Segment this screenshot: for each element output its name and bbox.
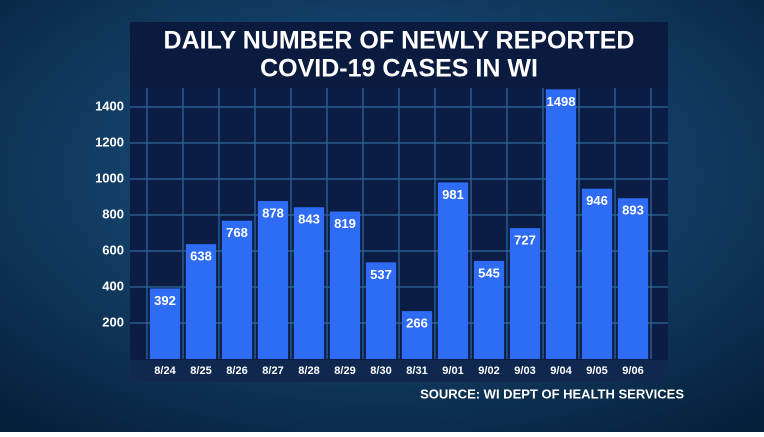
value-label: 638 — [190, 249, 212, 264]
x-tick-label: 9/04 — [550, 365, 572, 377]
x-tick-label: 8/27 — [262, 365, 283, 377]
value-label: 768 — [226, 225, 248, 240]
bar — [581, 188, 613, 359]
value-label: 545 — [478, 265, 500, 280]
bar — [257, 200, 289, 359]
title-box — [130, 22, 668, 88]
y-tick-label: 1200 — [95, 134, 124, 149]
bar — [293, 207, 325, 359]
x-tick-label: 8/25 — [190, 365, 211, 377]
value-label: 893 — [622, 203, 644, 218]
value-label: 819 — [334, 216, 356, 231]
x-tick-label: 8/29 — [334, 365, 355, 377]
value-label: 946 — [586, 193, 608, 208]
y-tick-label: 400 — [102, 278, 124, 293]
bar — [185, 244, 217, 359]
x-tick-label: 8/28 — [298, 365, 319, 377]
bar — [329, 211, 361, 359]
bar — [221, 220, 253, 359]
y-tick-label: 200 — [102, 314, 124, 329]
value-label: 392 — [154, 293, 176, 308]
value-label: 878 — [262, 205, 284, 220]
x-tick-label: 8/24 — [154, 365, 176, 377]
x-tick-label: 9/01 — [442, 365, 463, 377]
source: SOURCE: WI DEPT OF HEALTH SERVICES — [420, 386, 684, 401]
bar — [149, 288, 181, 359]
y-tick-label: 600 — [102, 242, 124, 257]
y-tick-label: 1000 — [95, 170, 124, 185]
chart-title: COVID-19 CASES IN WI — [260, 55, 538, 83]
bar — [509, 228, 541, 359]
bar — [437, 182, 469, 359]
x-tick-label: 9/03 — [514, 365, 535, 377]
bar — [401, 311, 433, 359]
x-tick-label: 8/26 — [226, 365, 247, 377]
value-label: 266 — [406, 316, 428, 331]
value-label: 843 — [298, 212, 320, 227]
bar — [545, 89, 577, 360]
value-label: 981 — [442, 187, 464, 202]
x-axis-band — [130, 360, 668, 382]
chart-title: DAILY NUMBER OF NEWLY REPORTED — [164, 27, 635, 55]
value-label: 727 — [514, 233, 536, 248]
bar — [617, 198, 649, 359]
y-tick-label: 1400 — [95, 98, 124, 113]
value-label: 537 — [370, 267, 392, 282]
bar — [473, 260, 505, 359]
x-tick-label: 9/02 — [478, 365, 499, 377]
bar — [365, 262, 397, 359]
y-tick-label: 800 — [102, 206, 124, 221]
x-tick-label: 9/06 — [622, 365, 643, 377]
x-tick-label: 8/30 — [370, 365, 391, 377]
x-tick-label: 9/05 — [586, 365, 607, 377]
x-tick-label: 8/31 — [406, 365, 427, 377]
value-label: 1498 — [547, 94, 576, 109]
